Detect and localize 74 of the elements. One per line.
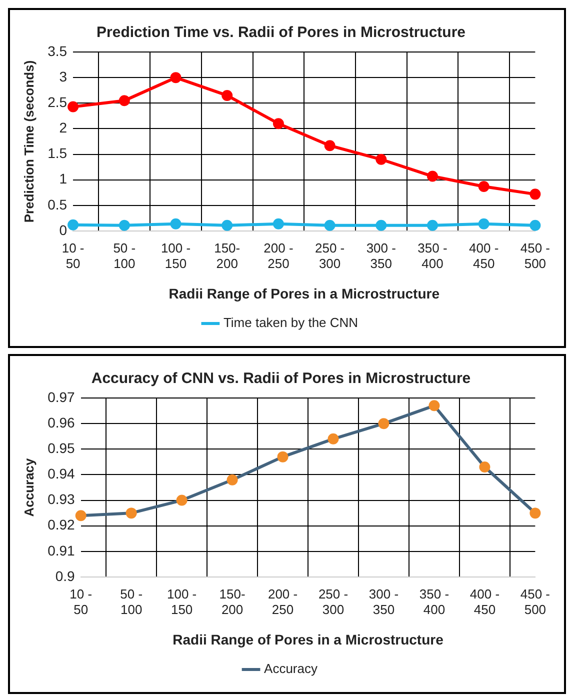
point — [68, 219, 79, 230]
point — [328, 433, 339, 444]
point — [170, 72, 182, 84]
x-tick-label: 200 - 250 — [264, 240, 294, 271]
y-tick-label: 0.94 — [48, 466, 76, 482]
point — [376, 220, 387, 231]
y-tick-label: 3 — [59, 68, 68, 84]
legend-label: Accuracy — [264, 661, 318, 676]
x-tick-label: 10 - 50 — [70, 586, 92, 617]
point — [428, 400, 440, 412]
point — [170, 218, 182, 230]
x-tick-label: 50 - 100 — [120, 586, 143, 617]
point — [176, 494, 188, 506]
x-tick-label: 350 - 400 — [419, 586, 450, 617]
point — [426, 220, 438, 231]
point — [478, 181, 490, 192]
x-tick-label: 100 - 150 — [166, 586, 197, 617]
x-tick-label: 200 - 250 — [268, 586, 298, 617]
point — [118, 95, 130, 106]
y-tick-label: 0.9 — [55, 568, 76, 584]
point — [378, 418, 390, 430]
point — [376, 154, 387, 165]
y-tick-label: 1.5 — [48, 145, 68, 162]
x-tick-label: 100 - 150 — [160, 240, 191, 271]
point — [118, 220, 130, 231]
x-tick-label: 250 - 300 — [314, 240, 345, 271]
y-tick-label: 1 — [59, 170, 68, 187]
point — [277, 451, 288, 462]
point — [324, 220, 336, 231]
point — [272, 218, 284, 230]
x-tick-label: 150-200 — [219, 586, 246, 617]
x-axis-title: Radii Range of Pores in a Microstructure — [172, 631, 444, 648]
x-tick-label: 450 - 500 — [520, 586, 550, 617]
x-tick-label: 450 - 500 — [520, 240, 550, 271]
point — [226, 474, 238, 486]
y-tick-label: 2.5 — [48, 94, 68, 110]
chart-title: Accuracy of CNN vs. Radii of Pores in Microstructure — [91, 370, 471, 388]
point — [126, 508, 137, 519]
point — [478, 218, 490, 230]
legend-label: Time taken by the CNN — [223, 315, 358, 330]
y-tick-label: 0.97 — [48, 388, 76, 405]
x-tick-label: 50 - 100 — [113, 240, 136, 271]
y-tick-label: 0.95 — [48, 440, 76, 456]
y-tick-label: 0.91 — [48, 542, 76, 558]
point — [222, 220, 233, 231]
point — [530, 508, 541, 519]
point — [272, 118, 284, 130]
point — [75, 510, 86, 522]
x-axis-title: Radii Range of Pores in a Microstructure — [168, 285, 440, 302]
point — [68, 101, 79, 112]
y-axis-title: Accuracy — [21, 457, 36, 517]
x-tick-label: 300 - 350 — [368, 586, 399, 617]
y-tick-label: 3.5 — [48, 42, 68, 59]
point — [530, 220, 541, 231]
y-tick-label: 2 — [59, 120, 68, 136]
x-tick-label: 400 - 450 — [469, 240, 499, 271]
point — [479, 462, 490, 473]
point — [426, 170, 438, 182]
x-tick-label: 10 - 50 — [62, 240, 84, 271]
point — [530, 188, 541, 200]
x-tick-label: 350 - 400 — [418, 240, 448, 271]
x-tick-label: 150-200 — [214, 240, 240, 271]
y-tick-label: 0.5 — [48, 196, 68, 212]
point — [324, 140, 336, 152]
y-tick-label: 0 — [59, 222, 68, 238]
chart-title: Prediction Time vs. Radii of Pores in Microstructure — [96, 24, 466, 42]
x-tick-label: 250 - 300 — [318, 586, 348, 617]
x-tick-label: 300 - 350 — [366, 240, 396, 271]
y-tick-label: 0.96 — [48, 414, 76, 430]
y-axis-title: Prediction Time (seconds) — [21, 60, 36, 223]
x-tick-label: 400 - 450 — [470, 586, 500, 617]
y-tick-label: 0.93 — [48, 491, 76, 508]
y-tick-label: 0.92 — [48, 516, 76, 533]
point — [222, 90, 233, 101]
